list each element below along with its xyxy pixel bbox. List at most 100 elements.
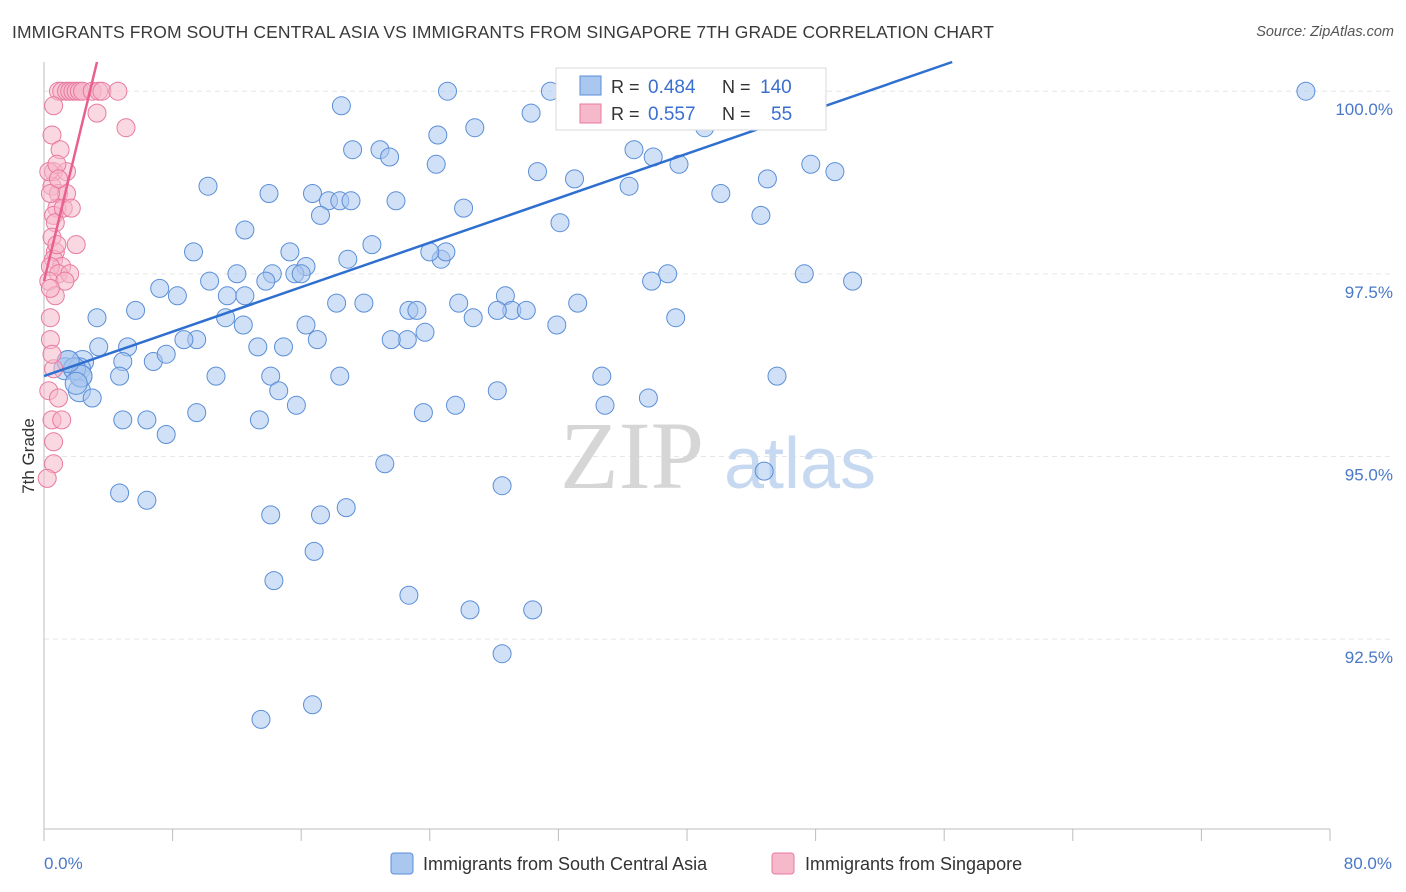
- point-south-central-asia-7: [331, 96, 351, 116]
- point-south-central-asia-112: [666, 308, 686, 328]
- point-south-central-asia-41: [200, 271, 220, 291]
- point-south-central-asia-103: [264, 571, 284, 591]
- point-south-central-asia-21: [198, 176, 218, 196]
- source-credit: Source: ZipAtlas.com: [1256, 24, 1394, 40]
- point-south-central-asia-33: [280, 242, 300, 262]
- point-south-central-asia-36: [184, 242, 203, 262]
- point-south-central-asia-87: [269, 381, 289, 401]
- point-south-central-asia-78: [330, 366, 350, 386]
- point-south-central-asia-14: [426, 154, 446, 174]
- legend-swatch-blue: [390, 852, 414, 875]
- point-singapore-14: [116, 118, 136, 138]
- stats-blue-r-label: R =: [611, 77, 640, 97]
- point-south-central-asia-88: [286, 395, 306, 415]
- point-south-central-asia-18: [528, 162, 547, 182]
- point-south-central-asia-89: [446, 395, 465, 415]
- point-south-central-asia-121: [711, 184, 731, 203]
- point-singapore-54: [42, 344, 62, 364]
- point-south-central-asia-45: [126, 300, 146, 320]
- point-south-central-asia-54: [407, 300, 427, 320]
- point-south-central-asia-134: [156, 425, 176, 444]
- point-south-central-asia-67: [89, 337, 109, 357]
- point-south-central-asia-109: [251, 709, 271, 729]
- y-tick-label-3: 92.5%: [1345, 648, 1393, 667]
- point-south-central-asia-119: [825, 162, 845, 182]
- watermark-atlas: atlas: [724, 424, 876, 504]
- point-singapore-15: [42, 125, 62, 145]
- x-tick-labels: 0.0% 80.0%: [44, 854, 1392, 873]
- point-south-central-asia-0: [438, 81, 457, 101]
- point-south-central-asia-29: [311, 205, 330, 225]
- point-south-central-asia-10: [428, 125, 448, 145]
- point-south-central-asia-27: [386, 191, 406, 211]
- y-tick-label-2: 95.0%: [1345, 465, 1393, 484]
- point-singapore-52: [40, 278, 60, 298]
- point-singapore-42: [37, 468, 57, 488]
- point-south-central-asia-20: [619, 176, 639, 196]
- point-singapore-36: [40, 308, 60, 328]
- point-south-central-asia-96: [492, 476, 512, 496]
- point-south-central-asia-34: [338, 249, 358, 269]
- point-south-central-asia-51: [327, 293, 347, 313]
- point-south-central-asia-104: [399, 585, 419, 605]
- point-south-central-asia-93: [413, 403, 433, 423]
- point-south-central-asia-84: [397, 330, 417, 350]
- point-south-central-asia-56: [463, 308, 483, 328]
- point-south-central-asia-95: [375, 454, 395, 474]
- point-south-central-asia-91: [113, 410, 133, 430]
- point-south-central-asia-75: [110, 366, 130, 386]
- point-south-central-asia-90: [487, 381, 507, 401]
- point-south-central-asia-126: [487, 300, 507, 320]
- point-south-central-asia-128: [381, 330, 401, 350]
- point-south-central-asia-60: [547, 315, 567, 335]
- point-south-central-asia-138: [592, 366, 612, 386]
- point-south-central-asia-105: [460, 600, 480, 620]
- point-south-central-asia-133: [82, 388, 102, 408]
- point-south-central-asia-6: [1296, 81, 1316, 101]
- legend-swatch-pink: [771, 852, 795, 875]
- point-south-central-asia-97: [595, 395, 615, 415]
- point-south-central-asia-99: [137, 490, 157, 510]
- watermark-zip: ZIP: [560, 402, 704, 509]
- point-south-central-asia-115: [767, 366, 787, 386]
- chart-title: IMMIGRANTS FROM SOUTH CENTRAL ASIA VS IM…: [12, 22, 995, 42]
- point-south-central-asia-132: [64, 371, 88, 395]
- point-south-central-asia-117: [754, 461, 774, 481]
- stats-blue-n-value: 140: [760, 77, 792, 98]
- point-south-central-asia-26: [341, 191, 361, 211]
- point-south-central-asia-106: [523, 600, 543, 620]
- point-south-central-asia-98: [110, 483, 130, 503]
- legend: Immigrants from South Central Asia Immig…: [390, 852, 1022, 875]
- point-south-central-asia-13: [380, 147, 400, 167]
- point-south-central-asia-42: [150, 278, 170, 298]
- point-south-central-asia-19: [565, 169, 584, 189]
- point-singapore-53: [52, 410, 72, 430]
- point-south-central-asia-116: [638, 388, 658, 408]
- point-south-central-asia-85: [415, 322, 435, 342]
- point-south-central-asia-22: [259, 184, 279, 203]
- point-south-central-asia-77: [261, 366, 281, 386]
- y-tick-labels: 100.0% 97.5% 95.0% 92.5%: [1335, 100, 1393, 667]
- point-south-central-asia-81: [174, 330, 194, 350]
- point-singapore-12: [44, 96, 64, 116]
- point-south-central-asia-122: [751, 205, 771, 225]
- point-south-central-asia-83: [307, 330, 327, 350]
- point-south-central-asia-111: [658, 264, 678, 284]
- point-south-central-asia-82: [274, 337, 293, 357]
- legend-label-blue: Immigrants from South Central Asia: [423, 854, 708, 874]
- stats-pink-n-label: N =: [722, 104, 751, 124]
- point-south-central-asia-102: [311, 505, 330, 525]
- point-south-central-asia-46: [87, 308, 107, 328]
- point-south-central-asia-107: [492, 644, 512, 664]
- point-south-central-asia-113: [794, 264, 814, 284]
- point-south-central-asia-137: [568, 293, 588, 313]
- point-south-central-asia-76: [206, 366, 226, 386]
- point-singapore-13: [87, 103, 107, 123]
- point-singapore-11: [108, 81, 128, 101]
- point-south-central-asia-28: [454, 198, 474, 218]
- point-south-central-asia-31: [550, 213, 570, 233]
- point-south-central-asia-64: [233, 315, 253, 335]
- point-south-central-asia-118: [801, 154, 821, 174]
- stats-blue-n-label: N =: [722, 77, 751, 97]
